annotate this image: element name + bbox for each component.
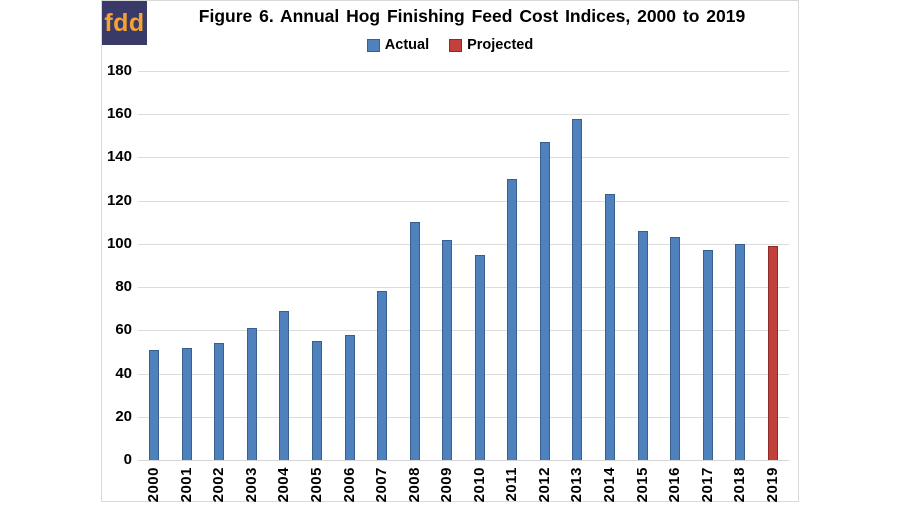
bar-2011-actual bbox=[507, 179, 518, 460]
x-tick-label-2016: 2016 bbox=[666, 467, 684, 503]
actual-swatch-icon bbox=[366, 38, 380, 52]
bar-2016-actual bbox=[670, 237, 681, 460]
x-tick-label-2003: 2003 bbox=[242, 467, 260, 503]
gridline-20 bbox=[138, 416, 789, 418]
gridline-180 bbox=[138, 71, 789, 72]
bar-2018-actual bbox=[735, 243, 746, 460]
bar-2013-actual bbox=[572, 118, 583, 460]
x-tick-label-2008: 2008 bbox=[405, 467, 423, 503]
x-tick-label-2011: 2011 bbox=[503, 467, 521, 502]
x-axis-labels: 2000 2001 2002 2003 2004 2005 2006 2007 2008 2009… bbox=[138, 467, 789, 503]
bar-2004-actual bbox=[279, 310, 290, 460]
gridline-60 bbox=[138, 330, 789, 332]
bar-2012-actual bbox=[539, 142, 550, 460]
x-tick-label-2002: 2002 bbox=[210, 467, 228, 503]
x-tick-label-2000: 2000 bbox=[145, 467, 163, 503]
y-tick-label-60: 60 bbox=[115, 321, 132, 339]
bar-2008-actual bbox=[409, 222, 420, 460]
x-tick-label-2009: 2009 bbox=[438, 467, 456, 503]
chart-title: Figure 6. Annual Hog Finishing Feed Cost… bbox=[198, 6, 746, 26]
bar-2010-actual bbox=[474, 254, 485, 460]
gridline-100 bbox=[138, 243, 789, 245]
legend-label-actual: Actual bbox=[384, 37, 430, 53]
bar-2002-actual bbox=[214, 343, 225, 460]
x-tick-label-2015: 2015 bbox=[633, 467, 651, 503]
x-tick-label-2012: 2012 bbox=[535, 467, 553, 503]
gridline-140 bbox=[138, 157, 789, 159]
bar-2006-actual bbox=[344, 334, 355, 460]
x-tick-label-2017: 2017 bbox=[698, 467, 716, 503]
gridline-80 bbox=[138, 287, 789, 289]
legend: Actual Projected bbox=[102, 37, 798, 53]
plot-area bbox=[138, 71, 789, 461]
projected-swatch-icon bbox=[449, 38, 463, 52]
x-tick-label-2019: 2019 bbox=[763, 467, 781, 503]
bar-2001-actual bbox=[181, 347, 192, 460]
legend-label-projected: Projected bbox=[467, 37, 534, 53]
fdd-logo-text: fdd bbox=[104, 8, 145, 37]
chart-container: fdd Figure 6. Annual Hog Finishing Feed … bbox=[101, 0, 799, 502]
x-tick-label-2006: 2006 bbox=[340, 467, 358, 503]
y-tick-label-140: 140 bbox=[106, 148, 132, 166]
y-tick-label-20: 20 bbox=[115, 407, 132, 425]
bar-2007-actual bbox=[377, 291, 388, 460]
fdd-logo: fdd bbox=[102, 1, 147, 45]
x-tick-label-2001: 2001 bbox=[177, 467, 195, 503]
bar-2019-projected bbox=[767, 246, 778, 460]
gridline-120 bbox=[138, 200, 789, 202]
x-tick-label-2005: 2005 bbox=[308, 467, 326, 503]
x-tick-label-2007: 2007 bbox=[373, 467, 391, 503]
y-tick-label-180: 180 bbox=[106, 62, 132, 79]
legend-item-projected: Projected bbox=[449, 37, 533, 53]
y-tick-label-120: 120 bbox=[106, 191, 132, 209]
gridline-160 bbox=[138, 114, 789, 116]
y-tick-label-40: 40 bbox=[115, 364, 132, 382]
gridline-40 bbox=[138, 373, 789, 375]
y-tick-label-0: 0 bbox=[123, 451, 132, 468]
y-tick-label-160: 160 bbox=[106, 105, 132, 123]
bar-2017-actual bbox=[702, 250, 713, 460]
bar-2000-actual bbox=[149, 349, 160, 460]
bar-2015-actual bbox=[637, 230, 648, 460]
x-tick-label-2010: 2010 bbox=[470, 467, 488, 503]
bar-2003-actual bbox=[246, 328, 257, 460]
x-tick-label-2013: 2013 bbox=[568, 467, 586, 503]
y-tick-label-80: 80 bbox=[115, 278, 132, 296]
x-tick-label-2014: 2014 bbox=[600, 467, 618, 503]
y-axis-labels: 0 20 40 60 80 100 120 140 160 180 bbox=[102, 62, 132, 468]
x-tick-label-2018: 2018 bbox=[731, 467, 749, 503]
legend-item-actual: Actual bbox=[366, 37, 430, 53]
bar-2005-actual bbox=[312, 341, 323, 460]
x-tick-label-2004: 2004 bbox=[275, 467, 293, 503]
bar-2014-actual bbox=[604, 194, 615, 460]
y-tick-label-100: 100 bbox=[106, 234, 132, 252]
bar-2009-actual bbox=[442, 239, 453, 460]
